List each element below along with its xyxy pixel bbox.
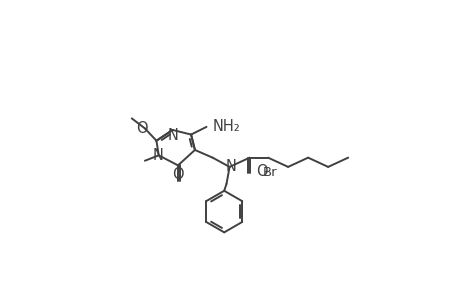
Text: O: O	[172, 167, 184, 182]
Text: N: N	[225, 159, 236, 174]
Text: N: N	[167, 128, 178, 143]
Text: O: O	[136, 121, 147, 136]
Text: NH₂: NH₂	[212, 119, 240, 134]
Text: N: N	[152, 148, 163, 163]
Text: O: O	[255, 164, 267, 179]
Text: Br: Br	[262, 166, 276, 179]
